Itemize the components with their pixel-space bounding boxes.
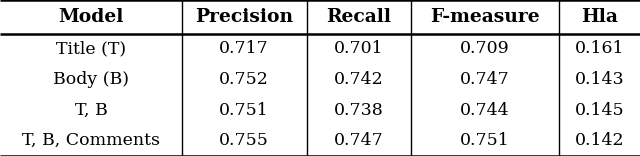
Text: F-measure: F-measure	[430, 8, 540, 26]
Text: 0.742: 0.742	[334, 71, 383, 88]
Text: 0.747: 0.747	[334, 132, 383, 149]
Text: T, B, Comments: T, B, Comments	[22, 132, 160, 149]
Text: 0.717: 0.717	[220, 40, 269, 57]
Text: 0.701: 0.701	[334, 40, 383, 57]
Text: 0.751: 0.751	[460, 132, 510, 149]
Text: 0.744: 0.744	[460, 102, 510, 119]
Text: Precision: Precision	[195, 8, 293, 26]
Text: 0.747: 0.747	[460, 71, 510, 88]
Text: 0.755: 0.755	[220, 132, 269, 149]
Text: Recall: Recall	[326, 8, 391, 26]
Text: 0.145: 0.145	[575, 102, 625, 119]
Text: Hla: Hla	[581, 8, 618, 26]
Text: Body (B): Body (B)	[53, 71, 129, 88]
Text: 0.738: 0.738	[334, 102, 383, 119]
Text: 0.752: 0.752	[220, 71, 269, 88]
Text: 0.143: 0.143	[575, 71, 625, 88]
Text: 0.751: 0.751	[220, 102, 269, 119]
Text: Model: Model	[58, 8, 124, 26]
Text: Title (T): Title (T)	[56, 40, 126, 57]
Text: 0.142: 0.142	[575, 132, 625, 149]
Text: 0.709: 0.709	[460, 40, 510, 57]
Text: 0.161: 0.161	[575, 40, 625, 57]
Text: T, B: T, B	[75, 102, 108, 119]
